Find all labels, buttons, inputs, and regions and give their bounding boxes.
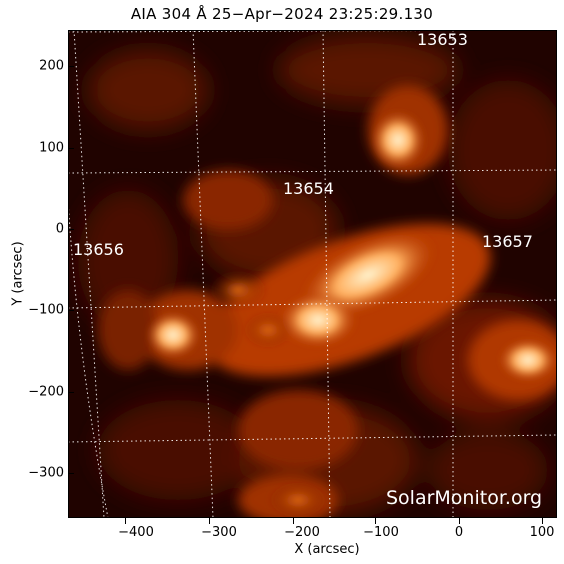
y-tick-label: 200 <box>39 58 64 74</box>
region-label-13657: 13657 <box>482 232 533 251</box>
image-title: AIA 304 Å 25−Apr−2024 23:25:29.130 <box>130 5 434 23</box>
y-tick-label: −200 <box>28 384 64 400</box>
region-label-13653: 13653 <box>417 30 468 49</box>
y-tick-mark <box>68 473 74 474</box>
x-tick-label: −400 <box>118 525 154 540</box>
y-tick-mark <box>68 229 74 230</box>
x-tick-mark <box>293 518 294 524</box>
y-tick-label: −300 <box>28 465 64 481</box>
region-label-13654: 13654 <box>283 179 334 198</box>
y-tick-label: −100 <box>28 302 64 318</box>
x-tick-label: −300 <box>201 525 237 540</box>
solar-emission-map <box>68 30 557 518</box>
y-tick-mark <box>68 66 74 67</box>
x-tick-label: −100 <box>363 525 399 540</box>
y-tick-mark <box>68 148 74 149</box>
x-tick-mark <box>125 518 126 524</box>
coordinate-grid <box>68 30 557 518</box>
x-tick-mark <box>542 518 543 524</box>
x-tick-label: 100 <box>529 525 555 540</box>
y-tick-mark <box>68 310 74 311</box>
x-tick-mark <box>209 518 210 524</box>
watermark: SolarMonitor.org <box>386 487 543 509</box>
x-tick-mark <box>375 518 376 524</box>
x-tick-label: 0 <box>454 525 464 540</box>
x-tick-label: −200 <box>284 525 320 540</box>
x-axis-title: X (arcsec) <box>294 542 360 557</box>
solar-image <box>68 30 557 518</box>
bright-active-cores <box>145 110 557 518</box>
y-tick-label: 100 <box>39 140 64 156</box>
y-tick-label: 0 <box>55 221 64 237</box>
x-tick-mark <box>459 518 460 524</box>
y-tick-mark <box>68 392 74 393</box>
y-axis-title: Y (arcsec) <box>10 241 26 306</box>
region-label-13656: 13656 <box>73 240 124 259</box>
